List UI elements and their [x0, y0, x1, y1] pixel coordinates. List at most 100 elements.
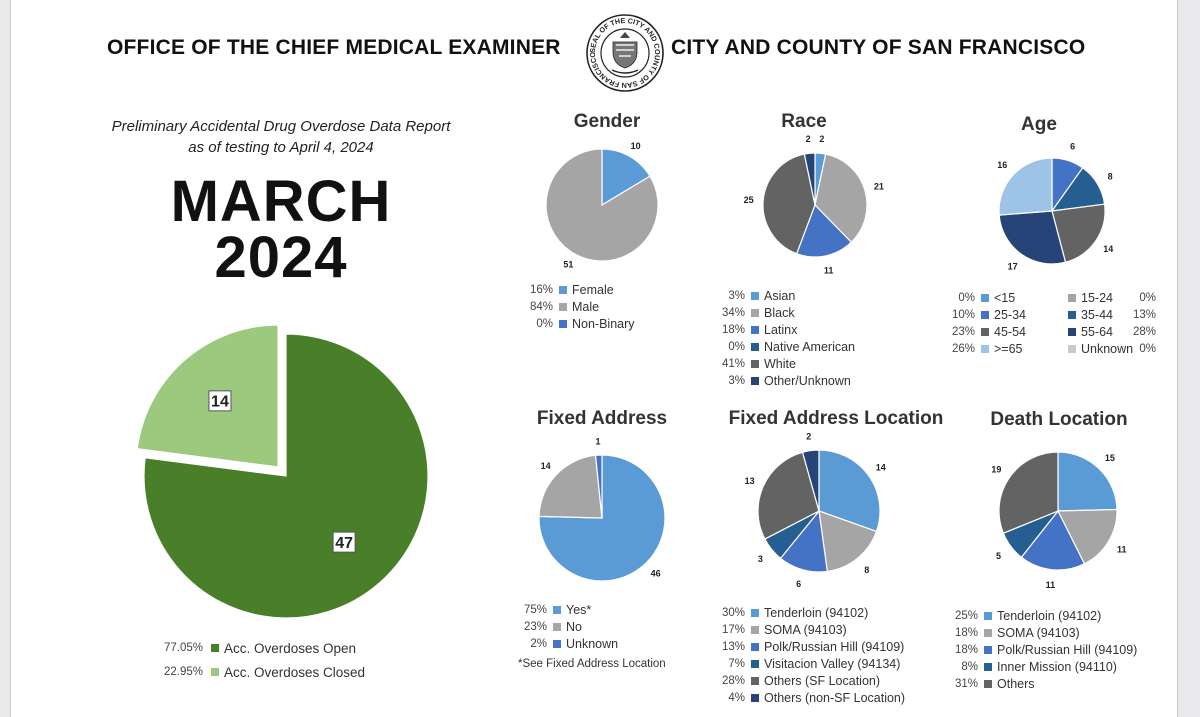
- legend-swatch: [984, 628, 992, 637]
- legend-percent: 18%: [721, 323, 745, 336]
- data-label-fixed-unknown: 1: [596, 436, 601, 446]
- legend-entry-fixedloc-polk-russian-hill-94109: 13% Polk/Russian Hill (94109): [711, 638, 941, 655]
- legend-percent: 28%: [1132, 325, 1156, 338]
- data-label-fixedloc-others-non-sf-location: 2: [806, 431, 811, 441]
- pie-slice-fixedloc-others-sf-location: [757, 451, 820, 540]
- data-label-death-others: 19: [991, 465, 1001, 475]
- legend-percent: 0%: [1139, 342, 1156, 355]
- data-label-death-inner-mission-94110: 5: [996, 551, 1001, 561]
- legend-entry-race-native-american: 0% Native American: [711, 338, 911, 355]
- legend-label: 15-24: [1081, 290, 1113, 305]
- legend-label: Acc. Overdoses Closed: [224, 664, 366, 680]
- legend-swatch: [1068, 293, 1076, 302]
- legend-swatch: [984, 611, 992, 620]
- legend-entry-fixed-no: 23% No: [513, 618, 683, 635]
- legend-swatch: [211, 644, 219, 652]
- legend-percent: 26%: [951, 342, 975, 355]
- legend-percent: 84%: [529, 300, 553, 313]
- data-label-box-main-acc-overdoses-closed: [208, 390, 232, 412]
- legend-percent: 75%: [523, 603, 547, 616]
- legend-entry-fixedloc-visitacion-valley-94134: 7% Visitacion Valley (94134): [711, 655, 941, 672]
- legend-swatch: [984, 679, 992, 688]
- pie-slice-fixed-yes: [538, 454, 666, 582]
- legend-label: Male: [572, 299, 600, 314]
- legend-entry-gender-female: 16% Female: [519, 281, 689, 298]
- legend-label: 55-64: [1081, 324, 1113, 339]
- legend-entry-age-15: 0% <15: [941, 289, 1056, 306]
- gender-chart-title: Gender: [573, 111, 641, 132]
- legend-swatch: [751, 625, 759, 634]
- pie-slice-age-65: [998, 157, 1053, 216]
- legend-swatch: [751, 291, 759, 300]
- legend-entry-age-45-54: 23% 45-54: [941, 323, 1056, 340]
- fixed-address-location-legend: 30% Tenderloin (94102) 17% SOMA (94103) 13% P…: [711, 604, 941, 706]
- legend-swatch: [1068, 327, 1076, 336]
- data-label-race-white: 25: [744, 195, 754, 205]
- legend-swatch: [211, 668, 219, 676]
- legend-percent: 0%: [728, 340, 745, 353]
- fixed-address-location-pie: 14 8 6 3 13 2: [745, 431, 886, 589]
- legend-swatch: [559, 285, 567, 294]
- legend-swatch: [981, 310, 989, 319]
- death-location-legend: 25% Tenderloin (94102) 18% SOMA (94103) 18% P…: [944, 607, 1174, 692]
- legend-percent: 13%: [1132, 308, 1156, 321]
- legend-entry-fixed-unknown: 2% Unknown: [513, 635, 683, 652]
- legend-entry-age-35-44: 35-44 13%: [1056, 306, 1156, 323]
- legend-label: Native American: [764, 339, 856, 354]
- legend-swatch: [984, 662, 992, 671]
- data-label-age-35-44: 8: [1108, 171, 1113, 181]
- legend-label: Non-Binary: [572, 316, 635, 331]
- legend-swatch: [553, 622, 561, 631]
- pie-slice-main-acc-overdoses-closed: [136, 324, 279, 468]
- age-legend: 0% <15 15-24 0% 10% 25-34 35-44 13% 23% 45-54 55-6…: [941, 289, 1171, 357]
- month-label: MARCH: [170, 169, 392, 234]
- legend-percent: 4%: [728, 691, 745, 704]
- pie-slice-fixedloc-tenderloin-94102: [818, 449, 881, 533]
- legend-entry-main-acc-overdoses-closed: 22.95% Acc. Overdoses Closed: [151, 660, 411, 684]
- legend-entry-gender-non-binary: 0% Non-Binary: [519, 315, 689, 332]
- legend-percent: 31%: [954, 677, 978, 690]
- legend-percent: 18%: [954, 643, 978, 656]
- legend-entry-race-white: 41% White: [711, 355, 911, 372]
- legend-percent: 25%: [954, 609, 978, 622]
- legend-percent: 0%: [1139, 291, 1156, 304]
- legend-entry-fixedloc-others-non-sf-location: 4% Others (non-SF Location): [711, 689, 941, 706]
- legend-swatch: [751, 642, 759, 651]
- legend-entry-fixed-yes: 75% Yes*: [513, 601, 683, 618]
- legend-swatch: [751, 659, 759, 668]
- legend-entry-race-asian: 3% Asian: [711, 287, 911, 304]
- death-location-chart-title: Death Location: [990, 409, 1128, 430]
- data-label-death-polk-russian-hill-94109: 11: [1046, 580, 1056, 590]
- legend-percent: 3%: [728, 289, 745, 302]
- data-label-fixed-no: 14: [541, 461, 551, 471]
- legend-label: SOMA (94103): [764, 622, 847, 637]
- fixed-address-note: *See Fixed Address Location: [518, 658, 666, 670]
- legend-percent: 34%: [721, 306, 745, 319]
- gender-pie: 10 51: [545, 141, 659, 270]
- race-chart-title: Race: [781, 111, 827, 132]
- data-label-race-asian: 2: [819, 134, 824, 144]
- legend-swatch: [981, 327, 989, 336]
- overdose-status-pie: 47 14: [136, 324, 429, 619]
- legend-percent: 13%: [721, 640, 745, 653]
- legend-label: Latinx: [764, 322, 798, 337]
- legend-entry-age-25-34: 10% 25-34: [941, 306, 1056, 323]
- fixed-address-pie: 46 14 1: [538, 436, 666, 582]
- data-label-age-45-54: 14: [1103, 244, 1113, 254]
- legend-entry-death-inner-mission-94110: 8% Inner Mission (94110): [944, 658, 1174, 675]
- race-pie: 2 21 11 25 2: [744, 134, 884, 275]
- data-label-fixedloc-others-sf-location: 13: [745, 476, 755, 486]
- gender-legend: 16% Female 84% Male 0% Non-Binary: [519, 281, 689, 332]
- age-legend-grid: 0% <15 15-24 0% 10% 25-34 35-44 13% 23% 45-54 55-6…: [941, 289, 1171, 357]
- legend-label: Other/Unknown: [764, 373, 851, 388]
- legend-entry-death-polk-russian-hill-94109: 18% Polk/Russian Hill (94109): [944, 641, 1174, 658]
- pie-slice-age-45-54: [1051, 203, 1106, 263]
- fixed-address-location-chart-title: Fixed Address Location: [728, 408, 944, 429]
- legend-entry-race-other-unknown: 3% Other/Unknown: [711, 372, 911, 389]
- legend-label: Polk/Russian Hill (94109): [764, 639, 905, 654]
- pie-slice-main-acc-overdoses-open: [143, 333, 429, 619]
- age-chart-title: Age: [1021, 114, 1057, 135]
- data-label-death-tenderloin-94102: 15: [1105, 453, 1115, 463]
- legend-entry-race-black: 34% Black: [711, 304, 911, 321]
- data-label-fixedloc-tenderloin-94102: 14: [876, 463, 886, 473]
